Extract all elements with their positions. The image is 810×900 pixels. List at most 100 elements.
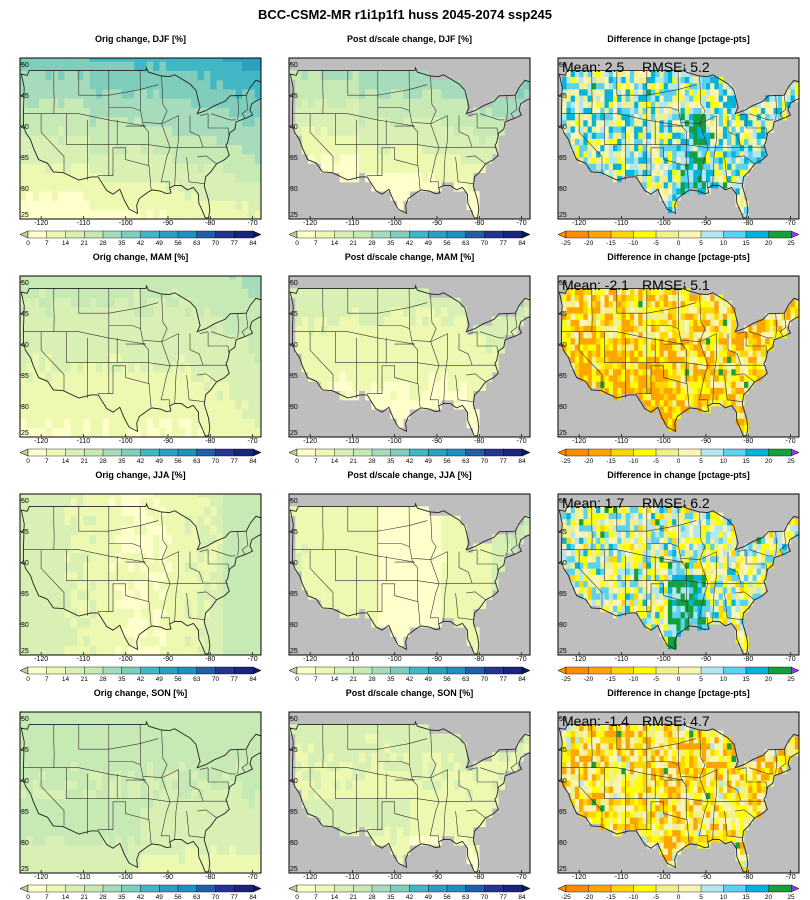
colorbar-swatch xyxy=(65,666,85,675)
x-tick-label: -80 xyxy=(205,656,215,663)
colorbar-label: 77 xyxy=(500,894,508,900)
rmse-label: RMSE: 4.7 xyxy=(642,713,710,729)
panel-orig-son: Orig change, SON [%] 25 30 35 40 45 50 -120 -110… xyxy=(19,688,262,900)
colorbar-label: 63 xyxy=(462,240,470,247)
panel-orig-mam: Orig change, MAM [%] 25 30 35 40 45 50 -120 -110… xyxy=(19,252,262,465)
panel-frame xyxy=(557,493,800,656)
panel-title: Difference in change [pctage-pts] xyxy=(607,252,750,262)
x-tick-label: -100 xyxy=(388,874,402,881)
colorbar-label: 14 xyxy=(62,894,70,900)
colorbar-under-arrow xyxy=(557,448,567,457)
colorbar-swatch xyxy=(588,448,612,457)
colorbar-label: 0 xyxy=(26,240,30,247)
colorbar-swatch xyxy=(484,666,504,675)
colorbar-label: 21 xyxy=(350,894,358,900)
y-tick-label: 35 xyxy=(559,155,567,162)
colorbar-label: 49 xyxy=(156,458,164,465)
colorbar-swatch xyxy=(234,230,254,239)
y-tick-label: 45 xyxy=(21,747,29,754)
y-tick-label: 45 xyxy=(559,529,567,536)
colorbar-over-arrow xyxy=(252,666,262,675)
colorbar-label: 7 xyxy=(45,458,49,465)
x-tick-label: -70 xyxy=(516,656,526,663)
x-tick-label: -80 xyxy=(474,438,484,445)
colorbar-swatch xyxy=(84,448,104,457)
colorbar-label: 20 xyxy=(765,676,773,683)
x-tick-label: -100 xyxy=(657,656,671,663)
colorbar-label: 56 xyxy=(174,240,182,247)
colorbar-swatch xyxy=(27,666,48,675)
colorbar-swatch xyxy=(655,884,679,893)
colorbar-label: 56 xyxy=(443,676,451,683)
colorbar-swatch xyxy=(465,230,485,239)
colorbar-swatch xyxy=(215,230,235,239)
colorbar-label: 35 xyxy=(387,240,395,247)
x-tick-label: -120 xyxy=(572,438,586,445)
colorbar-swatch xyxy=(121,666,141,675)
colorbar-label: -5 xyxy=(653,676,659,683)
y-tick-label: 45 xyxy=(21,93,29,100)
colorbar-under-arrow xyxy=(288,666,298,675)
colorbar-swatch xyxy=(27,448,48,457)
colorbar-swatch xyxy=(446,666,467,675)
colorbar-label: 28 xyxy=(368,458,376,465)
colorbar-label: 28 xyxy=(99,458,107,465)
colorbar-swatch xyxy=(446,230,467,239)
colorbar-swatch xyxy=(315,230,335,239)
colorbar-swatch xyxy=(409,230,429,239)
colorbar-label: 70 xyxy=(481,458,489,465)
colorbar-diff: -25 -20 -15 -10 -5 0 5 10 15 20 25 xyxy=(557,666,800,683)
colorbar-label: 63 xyxy=(193,894,201,900)
colorbar-swatch xyxy=(610,230,634,239)
colorbar-label: -5 xyxy=(653,894,659,900)
y-tick-label: 50 xyxy=(559,498,567,505)
colorbar-label: 56 xyxy=(443,894,451,900)
colorbar-swatch xyxy=(409,448,429,457)
coastline xyxy=(20,502,261,655)
x-tick-label: -110 xyxy=(615,656,629,663)
colorbar-swatch xyxy=(768,884,792,893)
coastline xyxy=(558,66,799,219)
colorbar-swatch xyxy=(723,230,747,239)
colorbar-swatch xyxy=(428,230,448,239)
panel-frame xyxy=(19,711,262,874)
colorbar-label: 7 xyxy=(314,458,318,465)
colorbar-label: 21 xyxy=(350,458,358,465)
colorbar-swatch xyxy=(296,666,317,675)
colorbar-under-arrow xyxy=(557,230,567,239)
colorbar-swatch xyxy=(588,666,612,675)
x-tick-label: -80 xyxy=(743,656,753,663)
colorbar-swatch xyxy=(409,666,429,675)
colorbar-label: 70 xyxy=(212,240,220,247)
colorbar-swatch xyxy=(503,230,523,239)
colorbar-swatch xyxy=(334,448,354,457)
colorbar-label: 15 xyxy=(742,676,750,683)
panel-frame xyxy=(19,493,262,656)
colorbar-swatch xyxy=(84,230,104,239)
colorbar-swatch xyxy=(678,666,702,675)
colorbar-label: -15 xyxy=(606,240,616,247)
y-tick-label: 25 xyxy=(290,212,298,219)
colorbar-swatch xyxy=(27,230,48,239)
x-tick-label: -90 xyxy=(163,220,173,227)
colorbar-label: 5 xyxy=(699,676,703,683)
colorbar-swatch xyxy=(140,448,160,457)
y-tick-label: 35 xyxy=(21,155,29,162)
y-tick-label: 45 xyxy=(290,93,298,100)
x-tick-label: -120 xyxy=(303,874,317,881)
colorbar-label: 70 xyxy=(481,894,489,900)
colorbar-label: 42 xyxy=(406,458,414,465)
panel-title: Orig change, DJF [%] xyxy=(95,34,186,44)
colorbar-label: 49 xyxy=(425,240,433,247)
colorbar-swatch xyxy=(353,666,373,675)
panel-orig-jja: Orig change, JJA [%] 25 30 35 40 45 50 -120 -110… xyxy=(19,470,262,683)
figure-title: BCC-CSM2-MR r1i1p1f1 huss 2045-2074 ssp2… xyxy=(258,7,552,22)
colorbar-label: 15 xyxy=(742,894,750,900)
colorbar-swatch xyxy=(446,884,467,893)
y-tick-label: 30 xyxy=(290,404,298,411)
y-tick-label: 30 xyxy=(290,840,298,847)
colorbar-swatch xyxy=(610,666,634,675)
colorbar-label: 10 xyxy=(720,458,728,465)
colorbar-label: 42 xyxy=(137,894,145,900)
y-tick-label: 45 xyxy=(559,93,567,100)
